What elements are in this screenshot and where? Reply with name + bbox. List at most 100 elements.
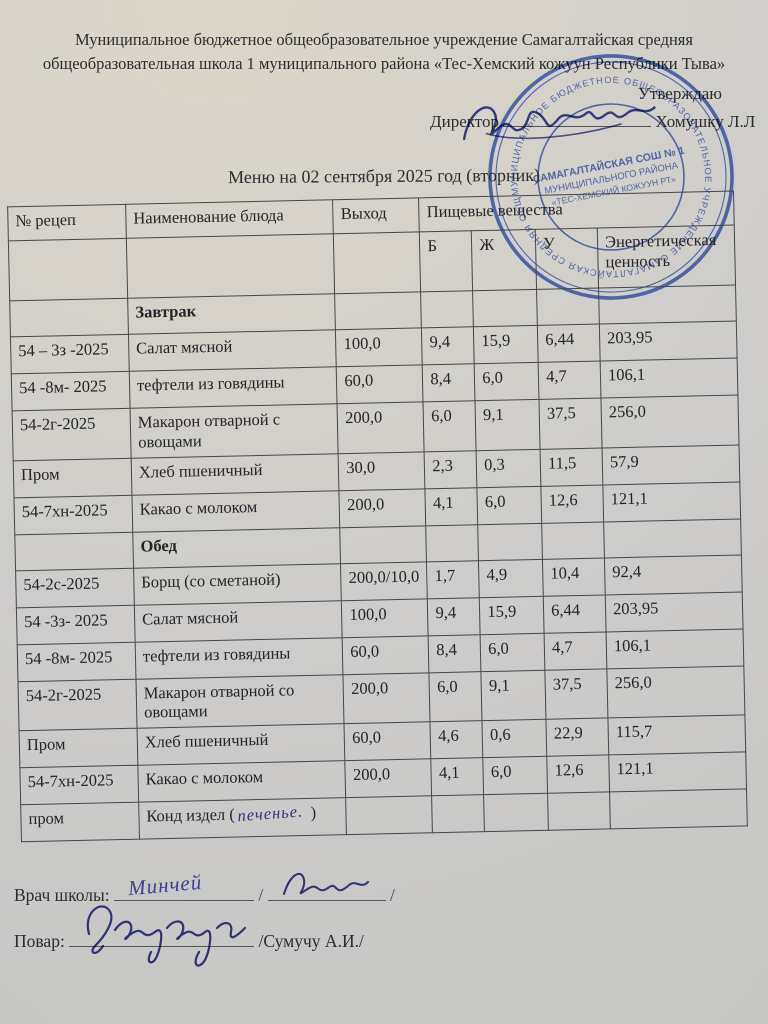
row-protein — [420, 290, 474, 328]
row-protein: 8,4 — [428, 634, 482, 673]
row-energy: 57,9 — [602, 444, 740, 485]
row-carbs: 11,5 — [540, 447, 603, 486]
row-dish-name: Макарон отварной со овощами — [135, 674, 345, 729]
row-fat: 0,6 — [482, 719, 547, 758]
row-output — [340, 525, 427, 564]
director-label: Директор — [430, 112, 499, 131]
row-energy — [609, 789, 748, 830]
organization-header-line1: Муниципальное бюджетное общеобразователь… — [75, 30, 693, 49]
row-dish-name: Салат мясной — [128, 329, 337, 372]
doctor-name-line: Минчей — [114, 870, 255, 901]
row-protein — [431, 794, 485, 833]
row-energy: 203,95 — [605, 591, 744, 632]
stamp-graphic: МУНИЦИПАЛЬНОЕ БЮДЖЕТНОЕ ОБЩЕОБРАЗОВАТЕЛЬ… — [456, 25, 734, 302]
director-line: Директор Хомушку Л.Л — [430, 112, 755, 132]
row-recipe-id: 54-2г-2025 — [12, 408, 132, 461]
row-protein: 4,1 — [431, 757, 484, 796]
row-output: 200,0 — [345, 758, 432, 798]
menu-table-body: Завтрак 54 – 3з -2025 Салат мясной 100,0… — [9, 285, 748, 842]
header-empty-2 — [126, 233, 335, 299]
row-carbs: 12,6 — [540, 484, 604, 523]
row-output: 100,0 — [341, 598, 429, 638]
row-energy: 203,95 — [599, 321, 738, 362]
row-recipe-id: 54 -3з- 2025 — [16, 604, 136, 645]
cook-signature-scrawl — [75, 894, 265, 970]
row-fat: 4,9 — [478, 558, 544, 598]
row-recipe-id: Пром — [19, 728, 138, 768]
row-energy: 106,1 — [600, 358, 738, 399]
row-fat — [483, 793, 549, 832]
row-output: 200,0 — [337, 401, 425, 454]
row-dish-name: Хлеб пшеничный — [131, 453, 340, 495]
doctor-separator-2: / — [390, 885, 395, 905]
director-name: Хомушку Л.Л — [655, 112, 756, 131]
header-output: Выход — [332, 197, 420, 234]
row-output — [334, 291, 422, 330]
row-protein: 6,0 — [429, 671, 483, 722]
row-carbs — [541, 521, 605, 559]
row-recipe-id: 54-2г-2025 — [17, 678, 137, 731]
menu-table: № рецеп Наименование блюда Выход Пищевые… — [7, 191, 748, 843]
director-signature-line — [503, 112, 652, 127]
doctor-signature-line — [267, 872, 386, 901]
row-fat: 6,0 — [474, 362, 540, 401]
row-output: 200,0/10,0 — [340, 561, 428, 601]
header-recipe: № рецеп — [7, 204, 127, 241]
row-energy: 256,0 — [606, 665, 745, 719]
row-output: 30,0 — [338, 451, 426, 491]
cook-printed-name: /Сумучу А.И./ — [258, 931, 364, 951]
row-output: 200,0 — [343, 672, 431, 724]
row-dish-name: Борщ (со сметаной) — [133, 563, 342, 605]
row-carbs: 37,5 — [544, 668, 608, 720]
row-energy: 92,4 — [604, 554, 743, 595]
row-fat: 0,3 — [476, 448, 541, 488]
header-energy: Энергетическая ценность — [597, 225, 736, 289]
row-recipe-id — [14, 531, 134, 571]
row-energy: 121,1 — [602, 481, 741, 522]
row-recipe-id — [9, 298, 129, 337]
row-recipe-id: 54-2с-2025 — [15, 567, 135, 608]
cook-signature-line — [69, 905, 255, 967]
row-energy: 256,0 — [600, 395, 740, 448]
row-protein: 4,6 — [430, 720, 484, 759]
row-carbs — [547, 792, 611, 831]
row-dish-name: Макарон отварной с овощами — [129, 403, 339, 458]
row-fat: 9,1 — [481, 669, 547, 721]
row-protein: 1,7 — [426, 560, 480, 599]
row-fat: 9,1 — [475, 399, 541, 451]
cook-label: Повар: — [14, 931, 65, 951]
cook-signature-row: Повар: /Сумучу А.И./ — [14, 905, 364, 967]
header-protein: Б — [419, 230, 473, 292]
row-recipe-id: пром — [20, 802, 140, 842]
row-dish-name: Какао с молоком — [131, 490, 341, 532]
row-dish-name: тефтели из говядины — [129, 366, 338, 409]
director-signature-scrawl — [453, 81, 672, 158]
row-recipe-id: 54 -8м- 2025 — [17, 641, 136, 682]
row-dish-name: Салат мясной — [134, 600, 343, 642]
row-dish-name: тефтели из говядины — [135, 637, 344, 679]
row-recipe-id: 54 -8м- 2025 — [11, 371, 130, 411]
row-fat: 6,0 — [477, 485, 542, 525]
row-energy: 106,1 — [606, 628, 744, 669]
row-fat: 15,9 — [473, 325, 539, 364]
doctor-signature-scrawl — [276, 864, 376, 904]
header-fat: Ж — [471, 229, 537, 291]
menu-table-header: № рецеп Наименование блюда Выход Пищевые… — [7, 191, 736, 301]
header-empty-1 — [8, 238, 128, 301]
row-output: 200,0 — [339, 488, 427, 528]
row-output: 60,0 — [344, 721, 432, 761]
row-output: 100,0 — [335, 327, 423, 367]
row-energy — [598, 285, 737, 325]
row-recipe-id: Пром — [13, 457, 132, 498]
row-fat: 6,0 — [480, 632, 545, 672]
row-fat — [477, 522, 543, 561]
doctor-signature-row: Врач школы: Минчей / / — [14, 870, 395, 906]
row-carbs: 4,7 — [544, 631, 607, 670]
row-carbs: 22,9 — [546, 718, 609, 757]
row-protein: 8,4 — [422, 363, 476, 402]
row-recipe-id: 54-7хн-2025 — [13, 494, 133, 535]
row-fat — [472, 289, 538, 327]
doctor-separator-1: / — [258, 885, 264, 905]
row-dish-name: Обед — [132, 527, 341, 568]
row-protein — [426, 524, 479, 562]
